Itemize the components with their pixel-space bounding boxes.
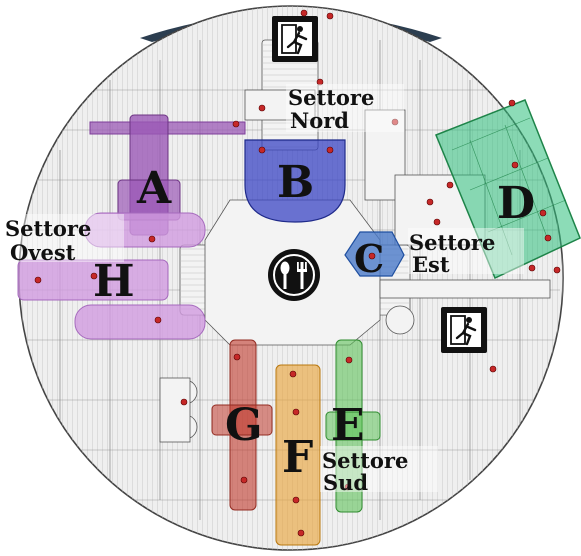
zone-h[interactable]: H <box>17 212 206 340</box>
svg-text:Settore Sud: Settore Sud <box>322 448 414 495</box>
zone-a[interactable]: A <box>89 114 246 236</box>
zone-g[interactable]: G <box>211 339 273 511</box>
zone-c-label: C <box>354 236 384 281</box>
sector-label-est: Settore Est <box>408 228 524 277</box>
svg-text:Settore Est: Settore Est <box>409 230 501 277</box>
zone-g-label: G <box>225 400 263 451</box>
zone-b[interactable]: B <box>244 139 346 223</box>
zone-h-label: H <box>93 256 135 307</box>
svg-text:Settore Nord: Settore Nord <box>288 85 380 133</box>
sector-label-ovest: Settore Ovest <box>4 214 124 265</box>
zone-d-label: D <box>497 178 535 229</box>
zone-e[interactable]: E <box>325 339 381 513</box>
zone-e-label: E <box>331 400 365 451</box>
food-court-icon[interactable] <box>268 249 320 301</box>
emergency-exit-icon-north[interactable] <box>272 16 318 62</box>
emergency-exit-icon-east[interactable] <box>441 307 487 353</box>
zone-f-label: F <box>282 432 313 483</box>
point-markers <box>34 9 561 537</box>
sector-label-sud: Settore Sud <box>320 446 438 495</box>
zone-b-label: B <box>277 157 314 208</box>
svg-text:Settore Ovest: Settore Ovest <box>5 216 97 265</box>
sector-label-nord: Settore Nord <box>286 84 404 133</box>
zone-f[interactable]: F <box>275 364 321 546</box>
zone-a-label: A <box>136 163 172 214</box>
zone-d[interactable]: D <box>435 99 581 280</box>
